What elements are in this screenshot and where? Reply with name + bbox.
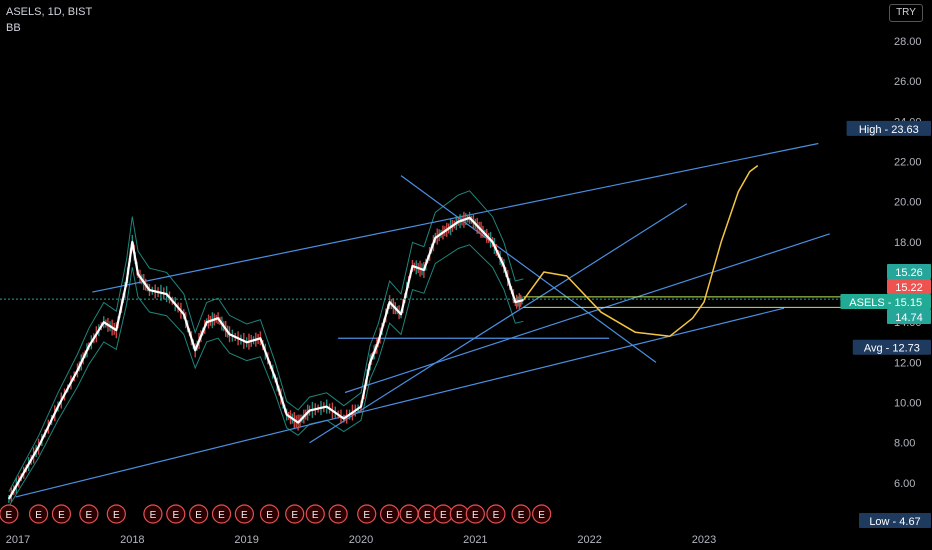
earnings-marker <box>285 504 305 524</box>
earnings-marker-label: E <box>150 510 157 521</box>
earnings-marker <box>486 504 506 524</box>
earnings-marker <box>259 504 280 524</box>
trendline-5 <box>400 175 657 363</box>
trendline-2 <box>309 203 688 444</box>
earnings-marker-label: E <box>6 510 13 521</box>
earnings-marker <box>51 504 72 524</box>
y-tick-label: 10.00 <box>894 398 922 410</box>
earnings-marker-label: E <box>86 510 93 521</box>
price-label-text: 15.22 <box>895 282 923 294</box>
earnings-marker <box>28 504 49 524</box>
earnings-marker <box>106 504 126 524</box>
earnings-marker <box>379 504 400 524</box>
y-tick-label: 22.00 <box>894 157 922 169</box>
earnings-marker-label: E <box>35 510 42 521</box>
y-tick-label: 18.00 <box>894 237 922 249</box>
earnings-marker-label: E <box>440 510 447 521</box>
y-tick-label: 20.00 <box>894 197 922 209</box>
y-tick-label: 8.00 <box>894 438 915 450</box>
price-label-text: ASELS - 15.15 <box>849 297 922 309</box>
x-tick-label: 2017 <box>6 534 30 546</box>
earnings-marker-label: E <box>241 510 248 521</box>
earnings-marker <box>166 504 186 524</box>
x-tick-label: 2021 <box>463 534 487 546</box>
price-label-box <box>887 309 931 324</box>
price-label-text: High - 23.63 <box>859 124 919 136</box>
price-label-box <box>859 513 931 528</box>
y-tick-label: 6.00 <box>894 478 915 490</box>
earnings-marker-label: E <box>218 510 225 521</box>
earnings-marker <box>143 504 163 524</box>
y-tick-label: 28.00 <box>894 36 922 48</box>
x-tick-label: 2023 <box>692 534 716 546</box>
projection-path <box>522 165 759 338</box>
price-label-box <box>840 294 931 309</box>
earnings-marker-label: E <box>172 510 179 521</box>
x-tick-label: 2019 <box>234 534 258 546</box>
price-label-text: 15.26 <box>895 267 923 279</box>
earnings-marker-label: E <box>472 510 479 521</box>
price-label-box <box>852 339 931 355</box>
earnings-marker-label: E <box>386 510 393 521</box>
earnings-marker-label: E <box>195 510 202 521</box>
earnings-marker-label: E <box>312 510 319 521</box>
price-label-text: 14.74 <box>895 312 923 324</box>
price-label-box <box>887 264 931 279</box>
earnings-marker-label: E <box>538 510 545 521</box>
earnings-marker <box>465 504 485 524</box>
earnings-marker-label: E <box>335 510 342 521</box>
earnings-marker-label: E <box>113 510 120 521</box>
earnings-marker <box>357 504 377 524</box>
earnings-marker <box>0 504 19 524</box>
price-label-text: Avg - 12.73 <box>864 343 920 355</box>
y-tick-label: 12.00 <box>894 357 922 369</box>
earnings-marker-label: E <box>518 510 525 521</box>
earnings-marker-label: E <box>493 510 500 521</box>
x-tick-label: 2022 <box>577 534 601 546</box>
price-label-box <box>846 120 931 136</box>
trendline-1 <box>92 142 819 293</box>
earnings-marker <box>305 504 325 524</box>
earnings-marker-label: E <box>363 510 370 521</box>
x-tick-label: 2018 <box>120 534 144 546</box>
trendline-0 <box>15 307 785 498</box>
indicator-label[interactable]: BB <box>6 22 21 34</box>
currency-button[interactable]: TRY <box>889 4 923 22</box>
earnings-marker <box>234 504 254 524</box>
symbol-title: ASELS, 1D, BIST <box>6 6 93 18</box>
earnings-marker-label: E <box>266 510 273 521</box>
earnings-marker <box>189 504 209 524</box>
earnings-marker <box>79 504 99 524</box>
price-label-box <box>887 279 931 294</box>
bb-basis-line <box>7 216 524 500</box>
earnings-marker <box>511 504 531 524</box>
earnings-marker <box>532 504 552 524</box>
x-tick-label: 2020 <box>349 534 373 546</box>
trendline-4 <box>344 233 830 394</box>
y-tick-label: 26.00 <box>894 76 922 88</box>
price-label-text: Low - 4.67 <box>869 516 920 528</box>
earnings-marker-label: E <box>58 510 65 521</box>
bb-upper-band <box>8 190 524 492</box>
earnings-marker-label: E <box>291 510 298 521</box>
earnings-marker-label: E <box>456 510 463 521</box>
bb-lower-band <box>8 244 524 507</box>
earnings-marker-label: E <box>406 510 413 521</box>
earnings-marker-label: E <box>424 510 431 521</box>
earnings-marker <box>211 504 232 524</box>
earnings-marker <box>328 504 348 524</box>
